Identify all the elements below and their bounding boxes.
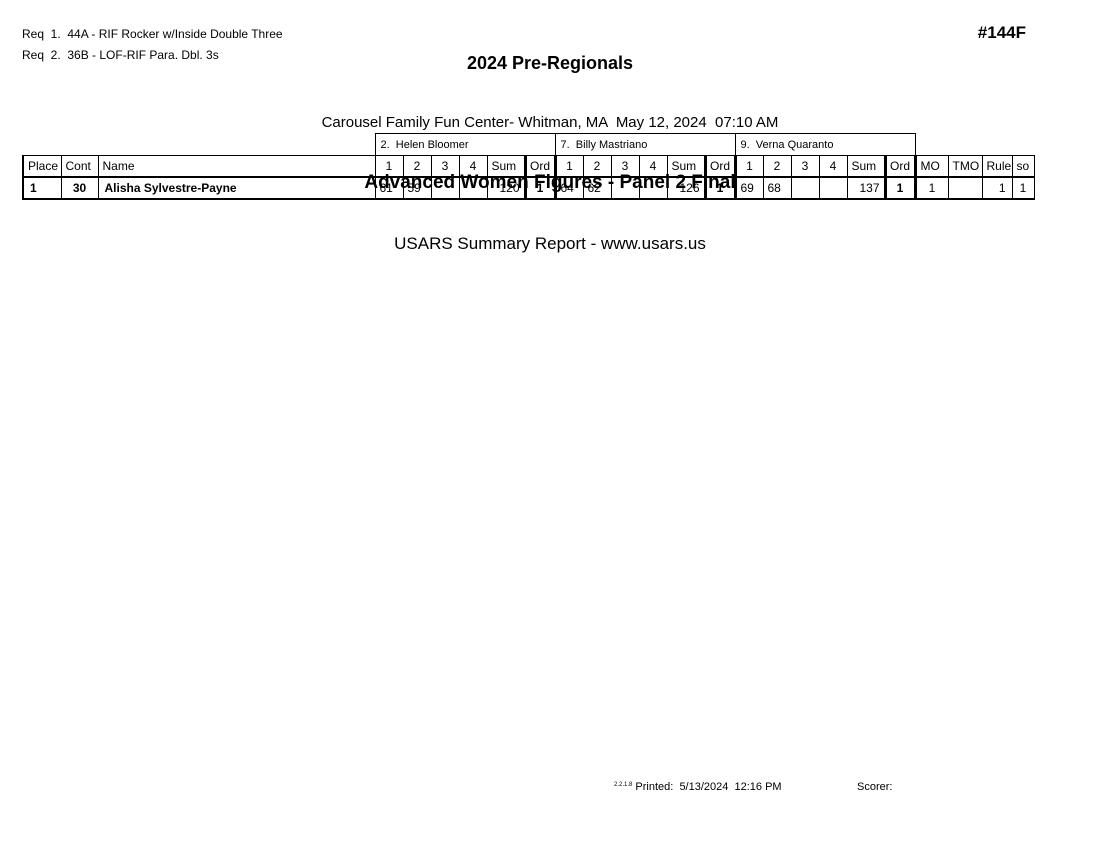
judge-band-row: 2. Helen Bloomer 7. Billy Mastriano 9. V… [23, 133, 1034, 156]
printed-line: 2.2.1.8 Printed: 5/13/2024 12:16 PM [614, 781, 782, 793]
place-value: 1 [22, 176, 62, 200]
rule-value: 1 [981, 176, 1013, 200]
col-header-j3-s4: 4 [818, 155, 848, 178]
band-left-spacer [23, 134, 375, 156]
col-header-j3-ord: Ord [883, 155, 917, 178]
band-right-spacer [915, 134, 1034, 156]
j3-score-4 [818, 176, 848, 200]
col-header-cont: Cont [60, 155, 99, 178]
tmo-value [947, 176, 983, 200]
col-header-j3-s2: 2 [762, 155, 792, 178]
j1-sum: 120 [486, 176, 526, 200]
col-header-j2-s2: 2 [582, 155, 612, 178]
judge-band-3: 9. Verna Quaranto [734, 133, 916, 156]
skater-name: Alisha Sylvestre-Payne [97, 176, 376, 200]
col-header-rule: Rule [981, 155, 1013, 178]
col-header-j1-ord: Ord [523, 155, 557, 178]
j3-sum: 137 [846, 176, 886, 200]
col-header-j1-s1: 1 [374, 155, 404, 178]
col-header-j3-s1: 1 [734, 155, 764, 178]
j2-score-1: 64 [554, 176, 584, 200]
competition-title: 2024 Pre-Regionals [466, 53, 634, 73]
judge-band-1: 2. Helen Bloomer [374, 133, 556, 156]
col-header-j3-s3: 3 [790, 155, 820, 178]
j1-score-4 [458, 176, 488, 200]
j2-score-4 [638, 176, 668, 200]
requirement-2: Req 2. 36B - LOF-RIF Para. Dbl. 3s [22, 48, 219, 62]
j1-score-3 [430, 176, 460, 200]
scorer-label: Scorer: [857, 781, 893, 793]
col-header-j1-s4: 4 [458, 155, 488, 178]
col-header-j2-ord: Ord [703, 155, 737, 178]
j1-score-2: 59 [402, 176, 432, 200]
column-header-row: Place Cont Name 1 2 3 4 Sum Ord 1 2 3 4 … [22, 155, 1035, 178]
j3-ordinal: 1 [883, 176, 917, 200]
col-header-place: Place [22, 155, 62, 178]
mo-value: 1 [914, 176, 949, 200]
requirement-1: Req 1. 44A - RIF Rocker w/Inside Double … [22, 27, 283, 41]
col-header-mo: MO [914, 155, 949, 178]
contestant-number: 30 [60, 176, 99, 200]
j2-ordinal: 1 [703, 176, 737, 200]
col-header-name: Name [97, 155, 376, 178]
j1-ordinal: 1 [523, 176, 557, 200]
col-header-tmo: TMO [947, 155, 983, 178]
col-header-j3-sum: Sum [846, 155, 886, 178]
j3-score-2: 68 [762, 176, 792, 200]
j1-score-1: 61 [374, 176, 404, 200]
j2-score-2: 62 [582, 176, 612, 200]
report-type-line: USARS Summary Report - www.usars.us [394, 234, 706, 253]
event-number: #144F [977, 23, 1026, 42]
skater-result-row: 1 30 Alisha Sylvestre-Payne 61 59 120 1 … [22, 176, 1035, 200]
venue-date-line: Carousel Family Fun Center- Whitman, MA … [321, 114, 779, 131]
col-header-j1-sum: Sum [486, 155, 526, 178]
col-header-j2-s1: 1 [554, 155, 584, 178]
judge-band-2: 7. Billy Mastriano [554, 133, 736, 156]
col-header-j2-s3: 3 [610, 155, 640, 178]
page-footer: 2.2.1.8 Printed: 5/13/2024 12:16 PM Scor… [0, 781, 1100, 797]
col-header-so: so [1011, 155, 1035, 178]
software-version: 2.2.1.8 [614, 782, 633, 788]
results-table: 2. Helen Bloomer 7. Billy Mastriano 9. V… [22, 133, 1035, 200]
so-value: 1 [1011, 176, 1035, 200]
requirements-block: Req 1. 44A - RIF Rocker w/Inside Double … [22, 24, 283, 66]
col-header-j1-s3: 3 [430, 155, 460, 178]
col-header-j2-s4: 4 [638, 155, 668, 178]
col-header-j2-sum: Sum [666, 155, 706, 178]
j2-sum: 126 [666, 176, 706, 200]
printed-timestamp: Printed: 5/13/2024 12:16 PM [635, 781, 782, 793]
col-header-j1-s2: 2 [402, 155, 432, 178]
j2-score-3 [610, 176, 640, 200]
j3-score-3 [790, 176, 820, 200]
j3-score-1: 69 [734, 176, 764, 200]
